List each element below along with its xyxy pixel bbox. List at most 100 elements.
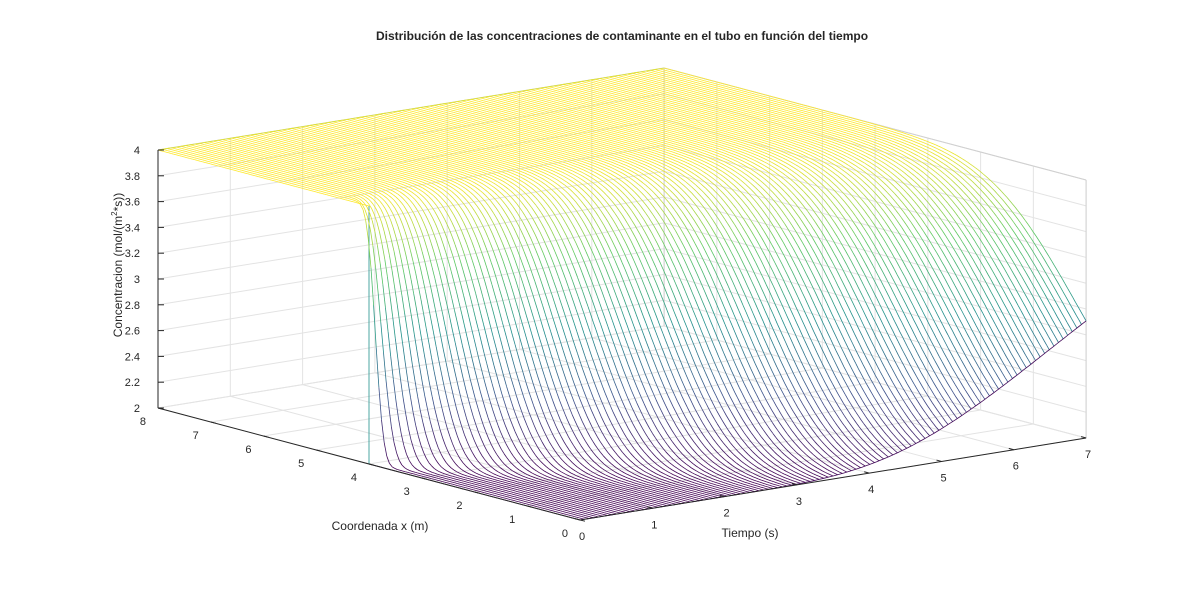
surface-segment (290, 177, 293, 178)
surface-segment (552, 507, 555, 508)
surface-segment (325, 188, 328, 189)
surface-segment (471, 470, 474, 472)
surface-segment (349, 197, 352, 198)
surface-segment (211, 148, 214, 149)
surface-segment (530, 485, 533, 486)
surface-segment (602, 512, 605, 513)
surface-segment (515, 483, 518, 484)
surface-segment (278, 162, 281, 163)
surface-segment (435, 310, 438, 323)
surface-segment (215, 153, 218, 154)
surface-segment (529, 497, 532, 498)
surface-segment (409, 460, 412, 464)
surface-segment (582, 487, 585, 488)
surface-segment (266, 179, 269, 180)
surface-segment (625, 503, 628, 504)
surface-segment (413, 472, 416, 473)
surface-segment (547, 492, 550, 493)
surface-segment (308, 174, 311, 175)
surface-segment (275, 161, 278, 162)
surface-segment (547, 484, 550, 485)
surface-segment (560, 487, 563, 488)
surface-segment (201, 156, 204, 157)
surface-segment (204, 156, 207, 157)
surface-segment (584, 486, 587, 487)
surface-segment (313, 189, 316, 190)
surface-segment (383, 192, 386, 194)
surface-segment (404, 446, 407, 455)
surface-segment (419, 225, 422, 232)
surface-segment (502, 495, 505, 496)
surface-segment (475, 457, 478, 461)
surface-segment (607, 498, 610, 499)
surface-segment (171, 151, 174, 152)
surface-segment (551, 497, 554, 498)
surface-segment (545, 493, 548, 494)
surface-segment (511, 453, 514, 457)
surface-segment (306, 173, 309, 174)
surface-segment (187, 150, 190, 151)
surface-segment (350, 199, 353, 200)
surface-segment (464, 296, 467, 307)
surface-segment (271, 180, 274, 181)
surface-segment (596, 508, 599, 509)
surface-segment (658, 505, 661, 506)
surface-segment (592, 506, 595, 507)
surface-segment (548, 504, 551, 505)
surface-segment (568, 497, 571, 498)
surface-segment (449, 375, 452, 387)
surface-segment (256, 147, 259, 148)
surface-segment (244, 145, 247, 146)
surface-segment (608, 500, 611, 501)
surface-segment (441, 467, 444, 469)
surface-segment (283, 164, 286, 165)
surface-segment (457, 484, 460, 485)
surface-segment (358, 177, 361, 178)
surface-segment (313, 173, 316, 174)
surface-segment (283, 177, 286, 178)
surface-segment (277, 150, 280, 151)
surface-segment (563, 482, 566, 483)
surface-segment (605, 491, 608, 492)
surface-segment (507, 457, 510, 460)
surface-segment (474, 490, 477, 491)
surface-segment (520, 498, 523, 499)
surface-segment (401, 259, 404, 272)
surface-segment (550, 500, 553, 501)
surface-segment (274, 181, 277, 182)
surface-segment (552, 509, 555, 510)
surface-segment (246, 152, 249, 153)
surface-segment (251, 145, 254, 146)
surface-segment (526, 502, 529, 503)
surface-segment (573, 514, 576, 515)
surface-segment (422, 472, 425, 473)
surface-segment (298, 187, 301, 188)
surface-segment (340, 169, 343, 170)
surface-segment (257, 149, 260, 150)
surface-segment (469, 426, 472, 434)
surface-segment (421, 300, 424, 314)
surface-segment (463, 485, 466, 486)
surface-segment (252, 171, 255, 172)
surface-segment (337, 174, 340, 175)
surface-segment (561, 481, 564, 482)
surface-segment (182, 148, 185, 149)
surface-segment (605, 507, 608, 508)
surface-segment (269, 150, 272, 151)
surface-segment (389, 255, 392, 270)
surface-segment (523, 493, 526, 494)
surface-segment (353, 194, 356, 195)
surface-segment (266, 171, 269, 172)
surface-segment (464, 481, 467, 482)
surface-segment (505, 480, 508, 481)
surface-segment (236, 143, 239, 144)
surface-segment (486, 483, 489, 484)
surface-segment (515, 499, 518, 500)
surface-segment (242, 139, 245, 140)
surface-segment (418, 212, 421, 217)
surface-segment (221, 159, 224, 160)
surface-segment (236, 161, 239, 162)
surface-segment (366, 180, 369, 181)
surface-segment (354, 188, 357, 189)
surface-segment (489, 374, 492, 384)
